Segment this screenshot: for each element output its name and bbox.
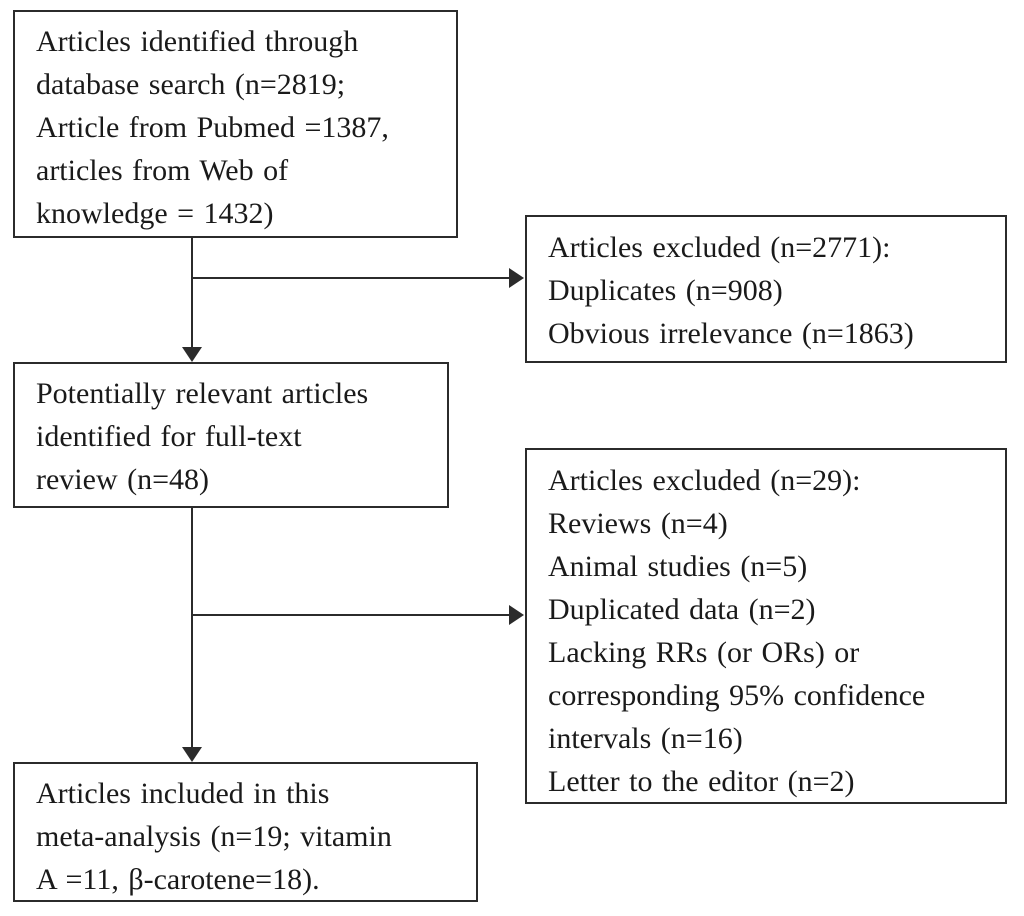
box-articles-excluded-fulltext: Articles excluded (n=29): Reviews (n=4) … (525, 448, 1007, 804)
connector-fulltext-to-included-line (191, 508, 193, 748)
box-fulltext-review: Potentially relevant articles identified… (13, 362, 449, 508)
arrow-right-icon (509, 268, 524, 288)
connector-identified-to-excluded-line (192, 277, 510, 279)
arrow-down-icon (182, 347, 202, 362)
connector-identified-to-fulltext-line (191, 238, 193, 348)
box-articles-included: Articles included in this meta-analysis … (13, 762, 478, 902)
arrow-down-icon (182, 747, 202, 762)
connector-fulltext-to-excluded-line (192, 614, 510, 616)
box-articles-identified: Articles identified through database sea… (13, 10, 458, 238)
arrow-right-icon (509, 605, 524, 625)
box-articles-excluded-initial: Articles excluded (n=2771): Duplicates (… (525, 215, 1007, 363)
